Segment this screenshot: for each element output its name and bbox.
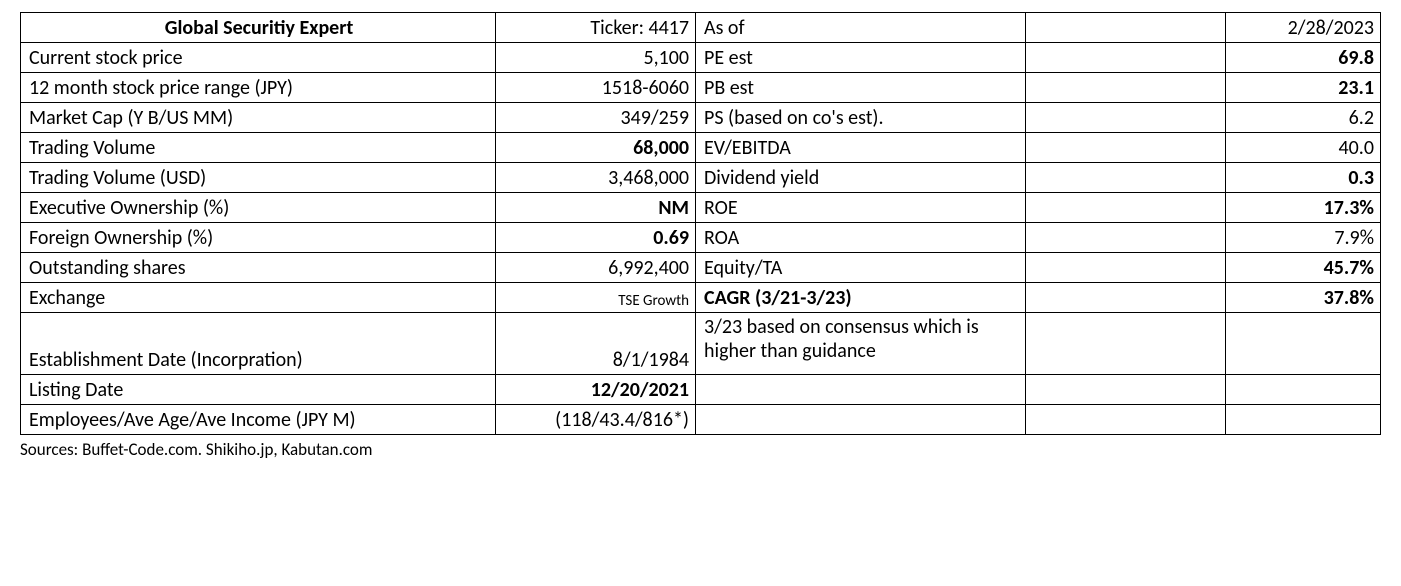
company-name: Global Securitiy Expert	[21, 13, 496, 43]
metric-value-right: 45.7%	[1226, 253, 1381, 283]
metric-value-right: 37.8%	[1226, 283, 1381, 313]
asof-date: 2/28/2023	[1226, 13, 1381, 43]
blank-cell	[1226, 313, 1381, 375]
metric-label-right: ROA	[696, 223, 1026, 253]
extra-value: (118/43.4/816*)	[496, 405, 696, 435]
blank-cell	[696, 405, 1026, 435]
metric-label-right: ROE	[696, 193, 1026, 223]
blank-cell	[1026, 163, 1226, 193]
metric-value-right: 23.1	[1226, 73, 1381, 103]
establishment-label: Establishment Date (Incorpration)	[21, 313, 496, 375]
blank-cell	[1026, 223, 1226, 253]
metric-label-right: PE est	[696, 43, 1026, 73]
blank-cell	[1026, 103, 1226, 133]
blank-cell	[1026, 43, 1226, 73]
metric-value-left: 5,100	[496, 43, 696, 73]
metric-value-left: 6,992,400	[496, 253, 696, 283]
extra-label: Employees/Ave Age/Ave Income (JPY M)	[21, 405, 496, 435]
blank-cell	[1226, 405, 1381, 435]
metric-label-left: Current stock price	[21, 43, 496, 73]
metric-value-right: 40.0	[1226, 133, 1381, 163]
consensus-note: 3/23 based on consensus which is higher …	[696, 313, 1026, 375]
stock-info-table: Global Securitiy ExpertTicker: 4417As of…	[20, 12, 1381, 435]
blank-cell	[1026, 133, 1226, 163]
metric-value-left: 3,468,000	[496, 163, 696, 193]
metric-value-right: 69.8	[1226, 43, 1381, 73]
metric-label-right: CAGR (3/21-3/23)	[696, 283, 1026, 313]
blank-cell	[1026, 193, 1226, 223]
extra-label: Listing Date	[21, 375, 496, 405]
blank-cell	[1026, 405, 1226, 435]
blank-cell	[1026, 73, 1226, 103]
metric-value-right: 17.3%	[1226, 193, 1381, 223]
ticker: Ticker: 4417	[496, 13, 696, 43]
metric-label-right: PB est	[696, 73, 1026, 103]
metric-value-right: 0.3	[1226, 163, 1381, 193]
metric-label-left: Foreign Ownership (%)	[21, 223, 496, 253]
metric-value-left: 0.69	[496, 223, 696, 253]
blank-cell	[696, 375, 1026, 405]
metric-label-left: Trading Volume (USD)	[21, 163, 496, 193]
metric-value-left: 1518-6060	[496, 73, 696, 103]
establishment-value: 8/1/1984	[496, 313, 696, 375]
metric-value-left: TSE Growth	[496, 283, 696, 313]
metric-value-right: 7.9%	[1226, 223, 1381, 253]
metric-value-right: 6.2	[1226, 103, 1381, 133]
blank-cell	[1026, 253, 1226, 283]
metric-label-left: Exchange	[21, 283, 496, 313]
metric-label-left: Trading Volume	[21, 133, 496, 163]
metric-value-left: 349/259	[496, 103, 696, 133]
blank-cell	[1226, 375, 1381, 405]
metric-value-left: NM	[496, 193, 696, 223]
metric-label-right: PS (based on co's est).	[696, 103, 1026, 133]
blank-cell	[1026, 283, 1226, 313]
metric-label-left: 12 month stock price range (JPY)	[21, 73, 496, 103]
metric-label-left: Executive Ownership (%)	[21, 193, 496, 223]
blank-cell	[1026, 313, 1226, 375]
blank-cell	[1026, 13, 1226, 43]
metric-label-right: Dividend yield	[696, 163, 1026, 193]
metric-label-left: Market Cap (Y B/US MM)	[21, 103, 496, 133]
metric-label-right: EV/EBITDA	[696, 133, 1026, 163]
sources-note: Sources: Buffet-Code.com. Shikiho.jp, Ka…	[20, 439, 1381, 460]
blank-cell	[1026, 375, 1226, 405]
metric-label-right: Equity/TA	[696, 253, 1026, 283]
asof-label: As of	[696, 13, 1026, 43]
extra-value: 12/20/2021	[496, 375, 696, 405]
metric-label-left: Outstanding shares	[21, 253, 496, 283]
metric-value-left: 68,000	[496, 133, 696, 163]
